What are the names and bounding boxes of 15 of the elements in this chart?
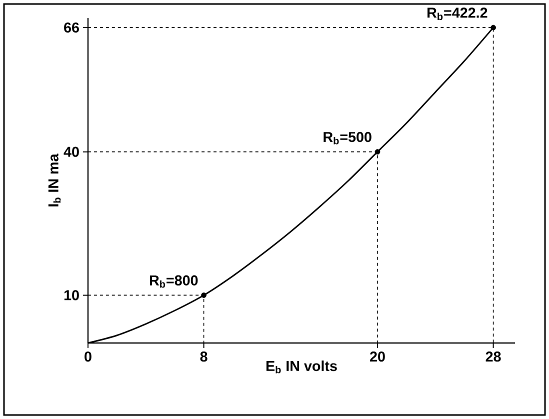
y-tick-label: 66 — [64, 22, 79, 33]
x-tick-label: 8 — [200, 352, 208, 362]
x-axis-title: E$_{b}$ IN volts — [266, 360, 337, 374]
point — [201, 292, 206, 298]
annotation: R$_{b}$=800 — [150, 275, 198, 288]
point — [490, 24, 496, 30]
x-tick-label: 0 — [84, 352, 92, 362]
y-tick-label: 10 — [64, 290, 79, 300]
annotation: R$_{b}$=500 — [324, 132, 372, 144]
x-tick-label: 20 — [370, 352, 385, 362]
y-axis-title: I$_{b}$ IN ma — [48, 154, 61, 206]
y-tick-label: 40 — [64, 146, 79, 157]
annotation: R$_{b}$=422.2 — [428, 8, 488, 20]
point — [374, 149, 380, 155]
x-tick-label: 28 — [486, 352, 501, 362]
